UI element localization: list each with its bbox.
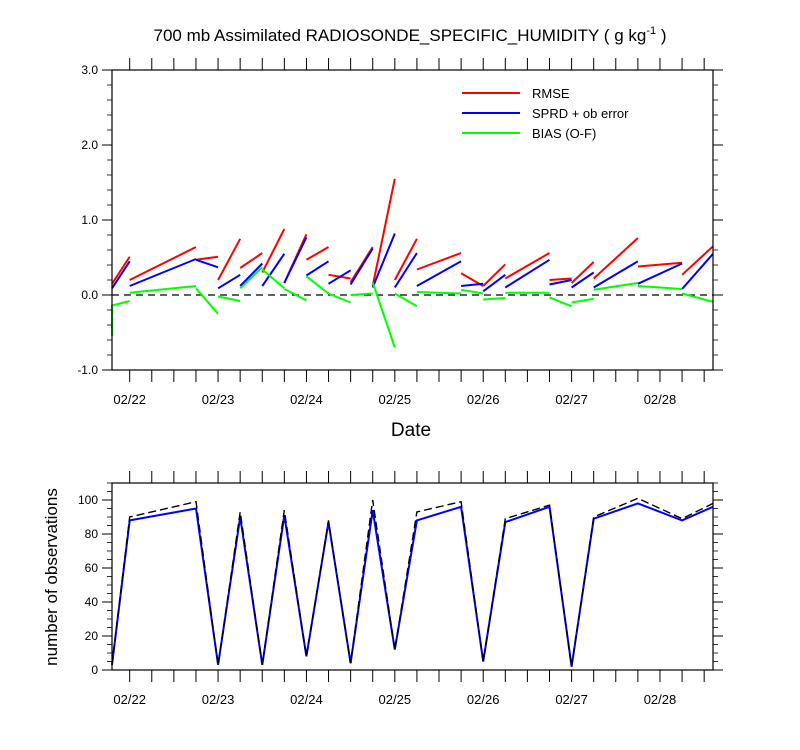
series-sprd-ob-error-segment <box>393 252 418 289</box>
series-sprd-ob-error-segment <box>305 260 330 277</box>
bottom-x-tick-label: 02/24 <box>290 692 323 707</box>
series-rmse-segment <box>111 256 131 285</box>
series-sprd-ob-error-segment <box>593 260 639 289</box>
series-bias-o-f-segment <box>483 297 506 301</box>
top-y-tick-label: 3.0 <box>81 63 98 77</box>
series-sprd-ob-error-segment <box>349 247 374 286</box>
bottom-x-tick-label: 02/22 <box>113 692 146 707</box>
series-rmse-segment <box>239 252 263 269</box>
series-sprd-ob-error-segment <box>637 262 683 285</box>
series-bias-o-f-segment <box>195 287 219 315</box>
series-assimilated-observations <box>111 502 714 667</box>
legend-label-sprd-ob-error: SPRD + ob error <box>532 106 629 121</box>
bottom-y-tick-label: 60 <box>85 561 99 575</box>
series-bias-o-f-segment <box>350 292 373 296</box>
top-x-tick-label: 02/27 <box>555 392 588 407</box>
series-sprd-ob-error-segment <box>261 253 286 287</box>
series-rmse-segment <box>549 277 572 281</box>
x-axis-label: Date <box>391 420 431 441</box>
top-y-tick-label: 1.0 <box>81 213 98 227</box>
series-rmse-segment <box>593 237 639 280</box>
series-bias-o-f-segment <box>283 288 307 302</box>
series-sprd-ob-error-segment <box>461 282 484 287</box>
series-bias-o-f-segment <box>460 288 484 295</box>
top-y-tick-label: 0.0 <box>81 288 98 302</box>
series-sprd-ob-error-segment <box>239 262 264 287</box>
series-sprd-ob-error-segment <box>195 258 219 269</box>
series-sprd-ob-error-segment <box>371 233 396 288</box>
series-rmse-segment <box>393 238 418 281</box>
series-bias-o-f-segment <box>328 292 351 304</box>
top-x-tick-label: 02/24 <box>290 392 323 407</box>
bottom-x-tick-label: 02/28 <box>644 692 677 707</box>
series-sprd-ob-error-segment <box>504 258 551 289</box>
top-x-tick-label: 02/22 <box>113 392 146 407</box>
series-rmse-segment <box>637 261 683 268</box>
y-axis-label-observations: number of observations <box>42 488 61 666</box>
bottom-plot-frame <box>111 482 714 671</box>
series-rmse-segment <box>129 246 197 281</box>
bottom-y-tick-label: 0 <box>91 663 98 677</box>
series-rmse-segment <box>416 252 462 271</box>
legend-label-rmse: RMSE <box>532 86 570 101</box>
series-sprd-ob-error-segment <box>111 260 131 289</box>
bottom-y-tick-label: 100 <box>78 493 98 507</box>
series-rmse-segment <box>482 263 507 287</box>
top-y-tick-label: -1.0 <box>77 363 98 377</box>
series-bias-o-f-segment <box>217 295 241 302</box>
series-sprd-ob-error-segment <box>681 253 714 290</box>
series-bias-o-f-segment <box>261 268 285 290</box>
series-rmse-segment <box>371 178 396 287</box>
bottom-y-tick-label: 20 <box>85 629 99 643</box>
bottom-x-tick-label: 02/27 <box>555 692 588 707</box>
series-rmse-segment <box>195 255 219 261</box>
series-rmse-segment <box>305 246 330 261</box>
series-sprd-ob-error-segment <box>217 273 241 290</box>
series-bias-o-f-segment <box>416 291 462 295</box>
top-x-tick-label: 02/26 <box>467 392 500 407</box>
series-sprd-ob-error-segment <box>129 258 197 287</box>
series-sprd-ob-error-segment <box>549 279 572 286</box>
series-sprd-ob-error-segment <box>416 260 462 287</box>
series-rmse-segment <box>217 238 242 281</box>
bottom-x-tick-label: 02/23 <box>202 692 235 707</box>
top-x-tick-label: 02/23 <box>202 392 235 407</box>
series-bias-o-f-segment <box>394 292 418 308</box>
series-sprd-ob-error-segment <box>283 236 308 284</box>
series-possible-observations <box>111 497 714 667</box>
top-x-tick-label: 02/28 <box>644 392 677 407</box>
series-bias-o-f-segment <box>637 285 683 290</box>
legend: RMSE SPRD + ob error BIAS (O-F) <box>462 86 629 141</box>
bottom-y-tick-label: 80 <box>85 527 99 541</box>
series-rmse-segment <box>261 228 286 273</box>
series-sprd-ob-error-segment <box>482 273 506 293</box>
series-bias-o-f-segment <box>571 297 594 304</box>
legend-label-bias-o-f: BIAS (O-F) <box>532 126 596 141</box>
series-sprd-ob-error-segment <box>327 269 352 285</box>
bottom-x-tick-label: 02/25 <box>379 692 412 707</box>
series-bias-o-f-segment <box>371 281 396 348</box>
bottom-y-tick-label: 40 <box>85 595 99 609</box>
chart-title: 700 mb Assimilated RADIOSONDE_SPECIFIC_H… <box>154 25 667 45</box>
series-sprd-ob-error-segment <box>571 271 595 289</box>
top-y-tick-label: 2.0 <box>81 138 98 152</box>
bottom-x-tick-label: 02/26 <box>467 692 500 707</box>
series-rmse-segment <box>681 245 714 276</box>
top-x-tick-label: 02/25 <box>379 392 412 407</box>
series-bias-o-f-segment <box>239 266 263 290</box>
series-bias-o-f-segment <box>305 275 330 295</box>
series-bias-o-f-segment <box>549 296 572 308</box>
series-bias-o-f-segment <box>129 285 197 294</box>
series-rmse-segment <box>504 252 550 280</box>
series-rmse-segment <box>570 261 595 284</box>
series-bias-o-f-segment <box>681 292 714 303</box>
series-bias-o-f-segment <box>111 300 130 337</box>
series-bias-o-f-segment <box>593 282 639 291</box>
